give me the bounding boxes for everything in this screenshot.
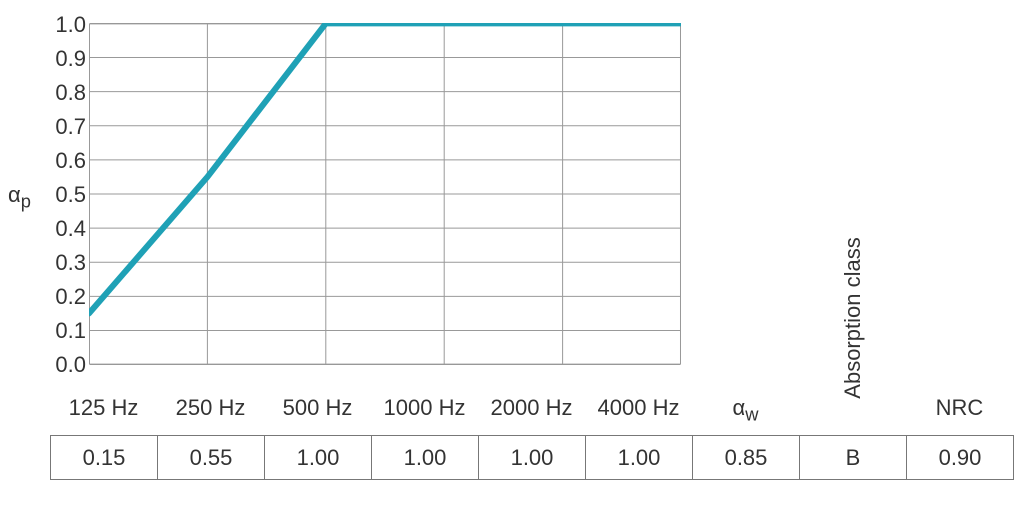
table-cell: 1.00 — [479, 436, 586, 480]
y-tick-label: 0.4 — [46, 216, 86, 242]
y-tick-label: 0.5 — [46, 182, 86, 208]
x-category-label: 125 Hz — [50, 395, 157, 421]
table-cell: B — [800, 436, 907, 480]
table-cell: 0.90 — [907, 436, 1014, 480]
table-cell: 1.00 — [586, 436, 693, 480]
x-category-label: 2000 Hz — [478, 395, 585, 421]
x-category-label: 500 Hz — [264, 395, 371, 421]
acoustic-chart-frame: αp 0.0 0.1 0.2 0.3 0.4 0.5 0.6 0.7 0.8 0.9 1.0 125… — [0, 0, 1024, 505]
table-cell: 0.15 — [51, 436, 158, 480]
table-cell: 0.55 — [158, 436, 265, 480]
y-axis-title: αp — [8, 182, 31, 212]
y-tick-label: 0.8 — [46, 80, 86, 106]
y-tick-label: 0.3 — [46, 250, 86, 276]
y-tick-label: 1.0 — [46, 12, 86, 38]
line-chart — [89, 23, 681, 365]
table-row: 0.150.551.001.001.001.000.85B0.90 — [51, 436, 1014, 480]
table-cell: 0.85 — [693, 436, 800, 480]
y-tick-label: 0.9 — [46, 46, 86, 72]
y-tick-label: 0.2 — [46, 284, 86, 310]
x-category-label: 4000 Hz — [585, 395, 692, 421]
y-tick-label: 0.1 — [46, 318, 86, 344]
x-category-label: 1000 Hz — [371, 395, 478, 421]
nrc-label: NRC — [906, 395, 1013, 421]
y-tick-label: 0.7 — [46, 114, 86, 140]
x-category-label: 250 Hz — [157, 395, 264, 421]
y-tick-label: 0.0 — [46, 352, 86, 378]
y-tick-label: 0.6 — [46, 148, 86, 174]
table-cell: 1.00 — [372, 436, 479, 480]
values-table: 0.150.551.001.001.001.000.85B0.90 — [50, 435, 1014, 480]
absorption-class-label: Absorption class — [840, 218, 866, 418]
alpha-w-label: αw — [692, 395, 799, 425]
table-cell: 1.00 — [265, 436, 372, 480]
